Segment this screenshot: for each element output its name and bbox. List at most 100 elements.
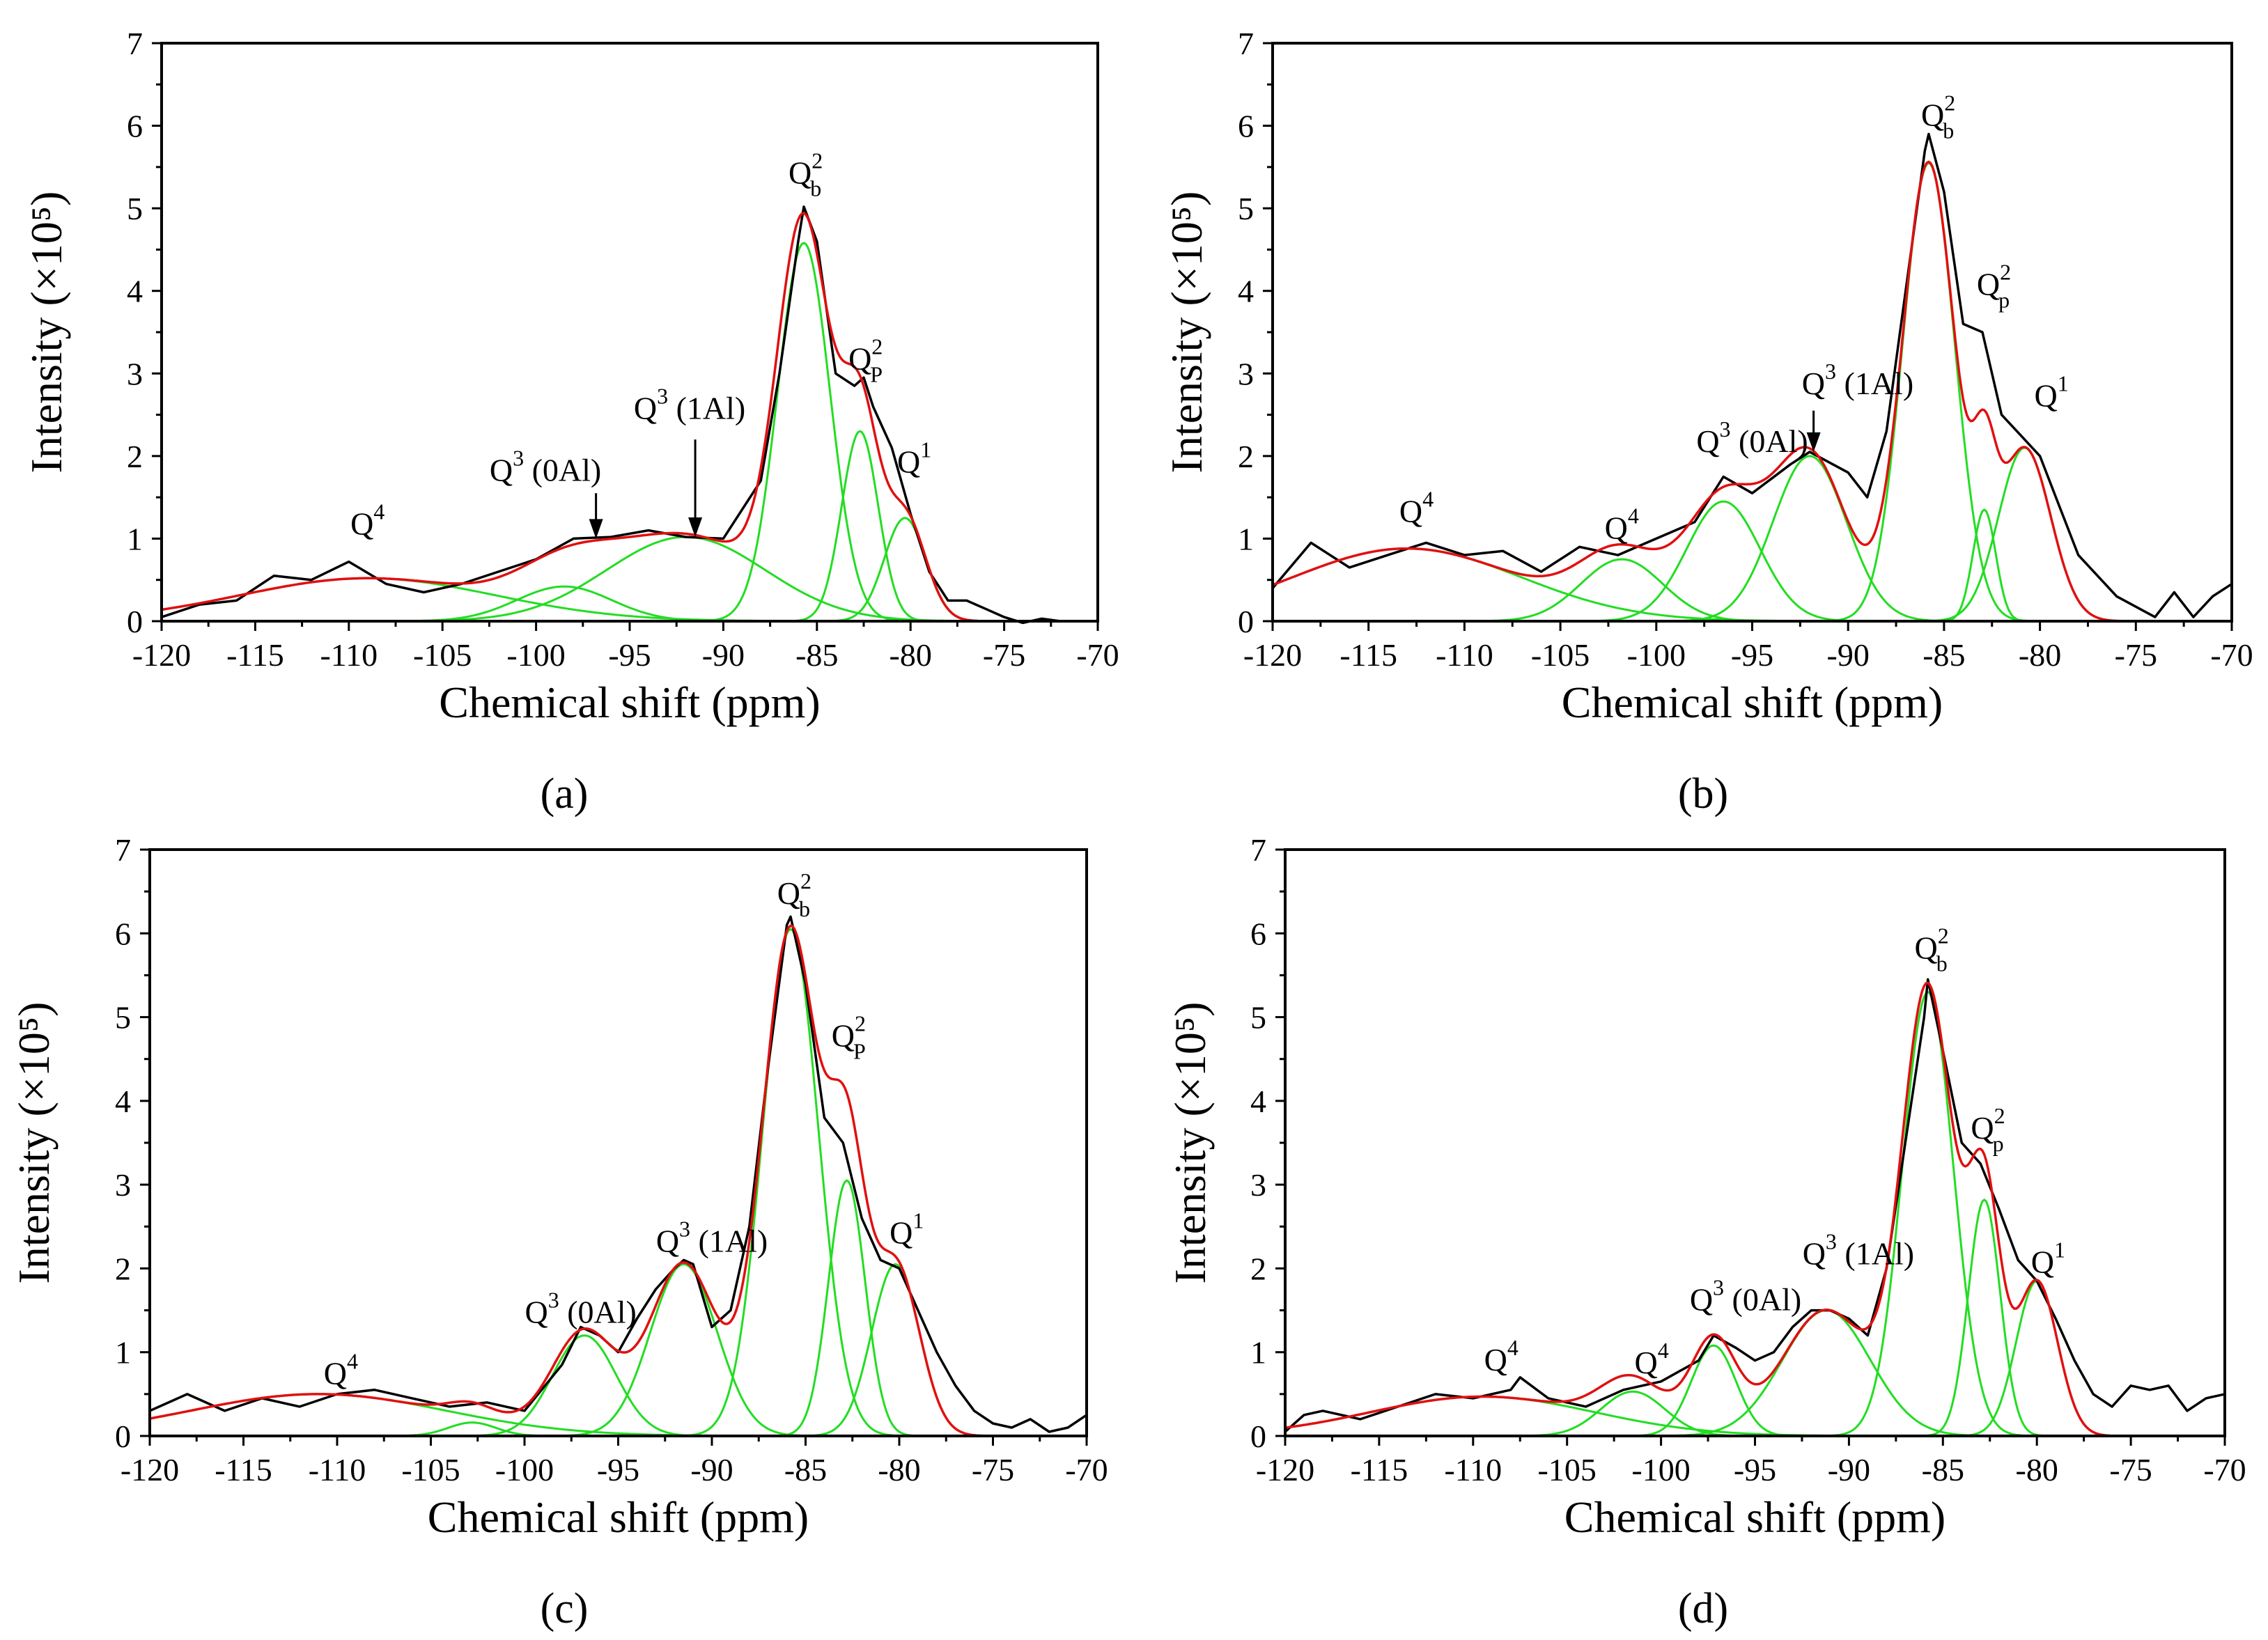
x-tick-label: -75 [983, 637, 1025, 673]
component-peak-curve [150, 928, 1087, 1437]
y-tick-label: 7 [115, 832, 131, 868]
y-tick-label: 1 [127, 521, 143, 556]
experimental-spectrum-line [1273, 132, 2232, 618]
peak-label: Q2 b [777, 868, 811, 921]
peak-label: Q3 (0Al) [490, 445, 601, 487]
peak-label-sup: 1 [912, 1208, 924, 1233]
peak-label-suffix: (1Al) [668, 391, 745, 426]
peak-label-sup: 3 [657, 384, 668, 409]
y-tick-label: 1 [115, 1335, 131, 1370]
y-tick-label: 1 [1238, 521, 1254, 556]
y-tick-label: 0 [115, 1419, 131, 1454]
y-axis-title: Intensity (×10⁵) [1162, 192, 1211, 474]
panel-c: -120 -115 -110 -105 -100 -95 -90 -85 -80 -75 -70 0 1… [9, 832, 1108, 1542]
peak-label: Q2 b [1921, 91, 1955, 143]
peak-label-sup: 4 [1422, 487, 1434, 512]
fitted-sum-line [1285, 981, 2225, 1437]
peak-label: Q4 [1484, 1335, 1519, 1377]
peak-label: Q4 [1634, 1338, 1668, 1380]
experimental-spectrum-line [1285, 978, 2225, 1433]
peak-label-sup: 2 [1944, 91, 1955, 116]
caption-a: (a) [541, 770, 589, 818]
caption-b: (b) [1678, 770, 1728, 818]
y-tick-label: 5 [127, 191, 143, 226]
component-peak-curve [1285, 990, 2225, 1437]
y-tick-label: 5 [115, 1000, 131, 1036]
x-axis-title: Chemical shift (ppm) [1564, 1492, 1945, 1542]
experimental-spectrum-line [162, 205, 1098, 625]
x-tick-label: -105 [401, 1452, 460, 1487]
y-tick-label: 7 [1250, 832, 1266, 868]
peak-label: Q1 [2035, 371, 2069, 414]
plot-frame [160, 42, 1099, 623]
peak-label-suffix: (0Al) [524, 452, 601, 487]
peak-label-sup: 2 [855, 1011, 866, 1036]
peak-label: Q3 (1Al) [1802, 359, 1913, 401]
component-peak-curve [162, 430, 1098, 623]
x-tick-label: -110 [1444, 1452, 1502, 1487]
peak-label: Q1 [2031, 1237, 2065, 1279]
y-axis-title: Intensity (×10⁵) [9, 1002, 59, 1284]
peak-label: Q3 (0Al) [1690, 1275, 1801, 1318]
peak-label: Q2 P [832, 1011, 866, 1064]
peak-label-sup: 2 [800, 868, 811, 893]
peak-label-suffix: (1Al) [1836, 366, 1913, 401]
x-tick-label: -85 [1923, 637, 1965, 673]
x-axis-title: Chemical shift (ppm) [428, 1492, 809, 1542]
x-tick-label: -90 [1827, 637, 1870, 673]
peak-label-sub: P [870, 361, 883, 386]
peak-label-sup: 4 [347, 1348, 358, 1373]
peak-label: Q3 (1Al) [656, 1216, 768, 1258]
y-axis-title: Intensity (×10⁵) [1165, 1002, 1215, 1284]
y-tick-label: 1 [1250, 1335, 1266, 1370]
y-tick-label: 4 [127, 274, 143, 309]
x-tick-label: -70 [1076, 637, 1119, 673]
x-tick-label: -80 [2016, 1452, 2058, 1487]
peak-label-sup: 2 [1938, 923, 1949, 948]
peak-label-sub: b [799, 896, 810, 921]
peak-label: Q4 [1399, 487, 1434, 529]
x-tick-label: -95 [608, 637, 651, 673]
x-tick-label: -80 [2019, 637, 2061, 673]
peak-label: Q2 b [1914, 923, 1948, 976]
x-tick-label: -115 [1339, 637, 1397, 673]
peak-label: Q4 [1605, 503, 1639, 545]
peak-label-sub: p [1998, 288, 2010, 313]
x-tick-label: -105 [1538, 1452, 1597, 1487]
y-tick-label: 4 [115, 1084, 131, 1119]
peak-label: Q2 b [789, 148, 823, 201]
x-axis-title: Chemical shift (ppm) [1562, 678, 1943, 727]
y-tick-label: 5 [1250, 1000, 1266, 1036]
y-tick-label: 2 [127, 439, 143, 474]
component-peak-curve [162, 242, 1098, 623]
component-peak-curve [1273, 162, 2232, 623]
peak-label: Q4 [350, 499, 385, 542]
x-tick-label: -80 [878, 1452, 920, 1487]
y-tick-label: 3 [1238, 356, 1254, 391]
x-tick-label: -110 [1436, 637, 1493, 673]
y-tick-label: 6 [127, 109, 143, 144]
peak-label-sub: b [1943, 118, 1954, 143]
x-tick-label: -70 [1065, 1452, 1108, 1487]
y-tick-label: 7 [1238, 26, 1254, 61]
peak-label: Q3 (1Al) [1803, 1228, 1914, 1271]
peak-label-sup: 4 [1507, 1335, 1519, 1360]
x-tick-label: -90 [1828, 1452, 1870, 1487]
x-tick-label: -95 [597, 1452, 639, 1487]
x-tick-label: -120 [1256, 1452, 1314, 1487]
x-tick-label: -95 [1731, 637, 1773, 673]
x-tick-label: -100 [1627, 637, 1686, 673]
peak-label: Q3 (0Al) [525, 1288, 637, 1330]
y-tick-label: 4 [1250, 1084, 1266, 1119]
peak-label-sup: 4 [1628, 503, 1639, 528]
fitted-sum-line [150, 924, 1087, 1437]
panel-b: -120 -115 -110 -105 -100 -95 -90 -85 -80 -75 -70 0 1… [1162, 26, 2253, 727]
x-tick-label: -105 [1531, 637, 1590, 673]
x-tick-label: -100 [495, 1452, 554, 1487]
peak-label: Q3 (1Al) [634, 384, 745, 426]
x-tick-label: -75 [972, 1452, 1014, 1487]
peak-label-sup: 1 [920, 437, 931, 462]
y-tick-label: 6 [1250, 916, 1266, 951]
peak-label-sup: 2 [811, 148, 823, 173]
x-tick-label: -105 [413, 637, 472, 673]
